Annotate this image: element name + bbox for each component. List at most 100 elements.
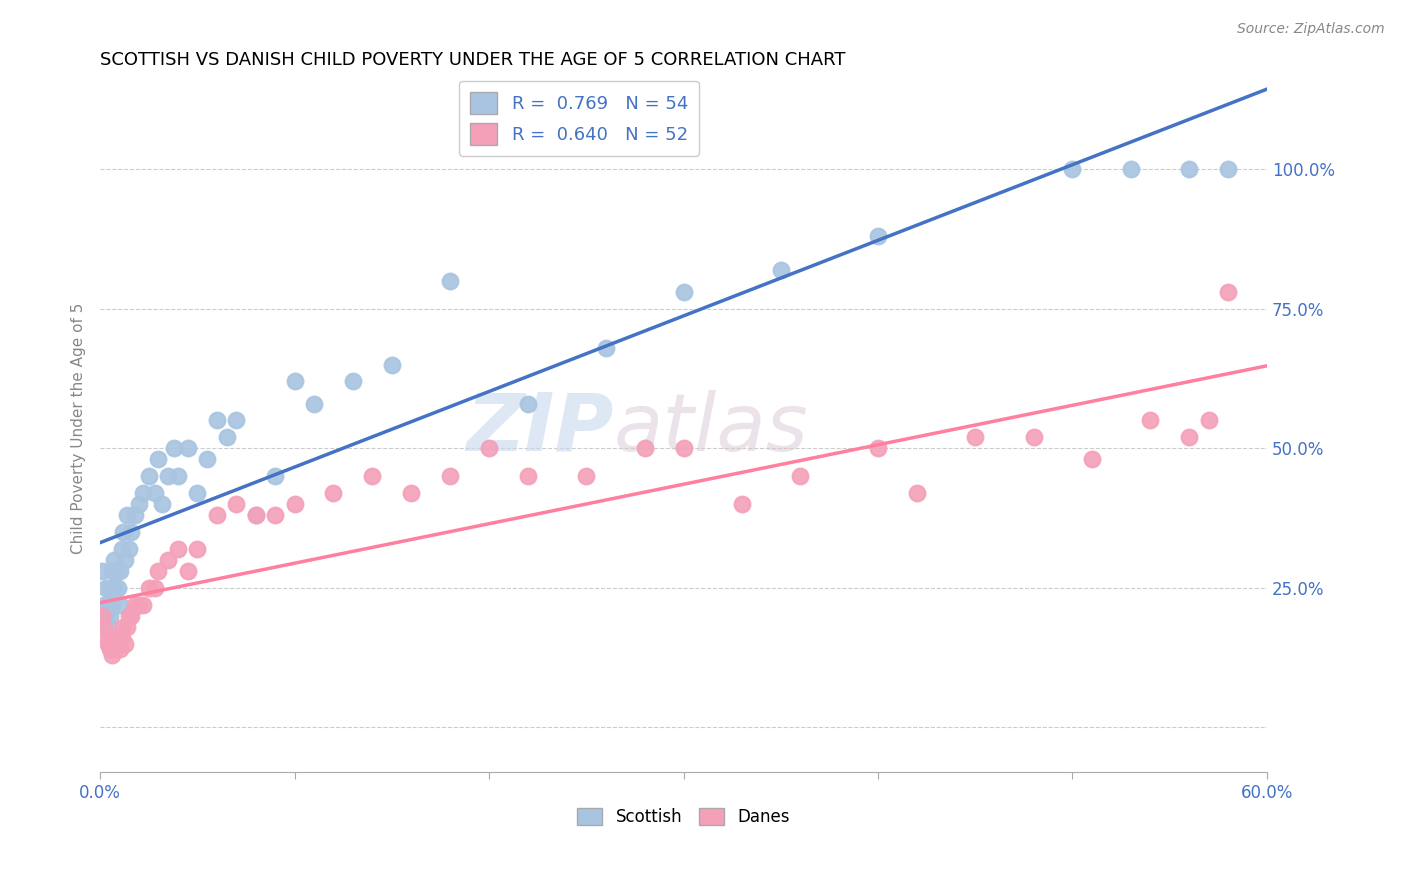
Text: atlas: atlas: [613, 390, 808, 467]
Point: [595, 341, 617, 355]
Point: [112, 524, 135, 539]
Point: [94, 631, 117, 645]
Point: [284, 497, 307, 511]
Point: [110, 631, 132, 645]
Point: [124, 598, 146, 612]
Point: [225, 497, 247, 511]
Point: [866, 229, 889, 244]
Point: [132, 486, 155, 500]
Point: [108, 598, 131, 612]
Point: [381, 358, 404, 372]
Point: [1216, 162, 1239, 177]
Point: [1216, 285, 1239, 299]
Point: [97, 620, 120, 634]
Point: [104, 564, 127, 578]
Point: [101, 648, 124, 662]
Point: [112, 620, 135, 634]
Point: [97, 598, 120, 612]
Point: [789, 469, 811, 483]
Point: [101, 631, 124, 645]
Point: [91, 608, 114, 623]
Point: [264, 469, 287, 483]
Point: [104, 637, 127, 651]
Point: [186, 541, 208, 556]
Point: [672, 442, 695, 456]
Point: [439, 274, 461, 288]
Point: [439, 469, 461, 483]
Point: [302, 397, 325, 411]
Point: [93, 620, 115, 634]
Point: [103, 642, 125, 657]
Point: [478, 442, 501, 456]
Point: [97, 637, 120, 651]
Point: [1022, 430, 1045, 444]
Point: [94, 608, 117, 623]
Point: [1081, 452, 1104, 467]
Point: [176, 564, 198, 578]
Point: [633, 442, 655, 456]
Point: [245, 508, 267, 523]
Text: SCOTTISH VS DANISH CHILD POVERTY UNDER THE AGE OF 5 CORRELATION CHART: SCOTTISH VS DANISH CHILD POVERTY UNDER T…: [100, 51, 845, 69]
Point: [401, 486, 423, 500]
Text: Source: ZipAtlas.com: Source: ZipAtlas.com: [1237, 22, 1385, 37]
Point: [167, 469, 190, 483]
Point: [117, 620, 139, 634]
Point: [132, 598, 155, 612]
Point: [195, 452, 218, 467]
Point: [118, 541, 141, 556]
Point: [98, 608, 121, 623]
Point: [103, 553, 125, 567]
Point: [1119, 162, 1142, 177]
Point: [575, 469, 598, 483]
Point: [205, 508, 228, 523]
Point: [143, 581, 166, 595]
Point: [157, 553, 180, 567]
Point: [91, 564, 114, 578]
Point: [110, 541, 132, 556]
Point: [215, 430, 238, 444]
Point: [138, 581, 160, 595]
Point: [1062, 162, 1084, 177]
Point: [148, 452, 170, 467]
Point: [264, 508, 287, 523]
Point: [150, 497, 173, 511]
Point: [138, 469, 160, 483]
Point: [108, 564, 131, 578]
Point: [225, 413, 247, 427]
Point: [186, 486, 208, 500]
Point: [516, 469, 538, 483]
Point: [128, 598, 150, 612]
Point: [114, 553, 136, 567]
Point: [1178, 162, 1201, 177]
Point: [167, 541, 190, 556]
Legend: Scottish, Danes: Scottish, Danes: [571, 801, 796, 832]
Point: [120, 608, 142, 623]
Point: [143, 486, 166, 500]
Point: [107, 581, 129, 595]
Point: [163, 442, 186, 456]
Point: [905, 486, 928, 500]
Point: [98, 581, 121, 595]
Point: [176, 442, 198, 456]
Point: [128, 497, 150, 511]
Point: [342, 375, 364, 389]
Point: [101, 564, 124, 578]
Point: [94, 581, 117, 595]
Point: [124, 508, 146, 523]
Point: [107, 631, 129, 645]
Point: [98, 642, 121, 657]
Point: [245, 508, 267, 523]
Point: [516, 397, 538, 411]
Point: [103, 581, 125, 595]
Point: [322, 486, 344, 500]
Point: [361, 469, 384, 483]
Point: [148, 564, 170, 578]
Point: [1198, 413, 1220, 427]
Point: [101, 598, 124, 612]
Point: [866, 442, 889, 456]
Point: [1178, 430, 1201, 444]
Point: [93, 598, 115, 612]
Point: [114, 637, 136, 651]
Point: [672, 285, 695, 299]
Y-axis label: Child Poverty Under the Age of 5: Child Poverty Under the Age of 5: [72, 303, 86, 555]
